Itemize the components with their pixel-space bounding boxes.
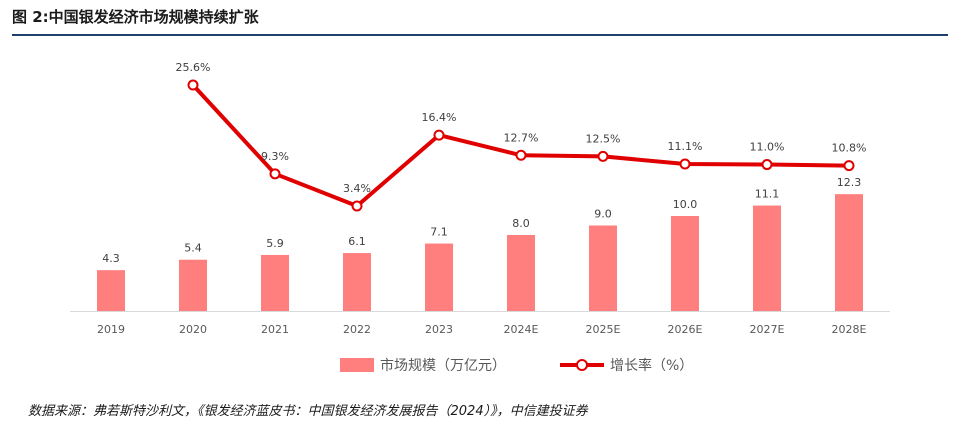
bar-label-2023: 7.1: [430, 226, 448, 239]
legend-label-growth-rate: 增长率（%）: [610, 355, 693, 375]
x-tick-2026E: 2026E: [668, 323, 703, 336]
chart-area: 4.3 2019 5.4 2020 5.9 2021 6.1 2022 7.1 2023 8.0 20…: [0, 0, 960, 350]
x-tick-2022: 2022: [343, 323, 371, 336]
growth-label-2022: 3.4%: [343, 182, 371, 195]
growth-label-2025E: 12.5%: [586, 132, 621, 145]
growth-label-2027E: 11.0%: [750, 141, 785, 154]
data-source-note: 数据来源：弗若斯特沙利文，《银发经济蓝皮书：中国银发经济发展报告（2024）》，…: [28, 400, 588, 419]
x-tick-2020: 2020: [179, 323, 207, 336]
growth-label-2020: 25.6%: [176, 61, 211, 74]
growth-point-2027E: [763, 160, 772, 169]
bar-label-2022: 6.1: [348, 235, 366, 248]
growth-label-2028E: 10.8%: [832, 142, 867, 155]
bar-label-2026E: 10.0: [673, 198, 698, 211]
bar-label-2027E: 11.1: [755, 188, 780, 201]
growth-label-2024E: 12.7%: [504, 131, 539, 144]
bar-2019: [97, 270, 125, 311]
bar-label-2028E: 12.3: [837, 176, 862, 189]
legend-item-growth-rate: 增长率（%）: [560, 355, 693, 375]
x-tick-2027E: 2027E: [750, 323, 785, 336]
x-tick-2025E: 2025E: [586, 323, 621, 336]
growth-point-2021: [271, 169, 280, 178]
legend-item-market-size: 市场规模（万亿元）: [340, 355, 506, 375]
bar-label-2025E: 9.0: [594, 208, 612, 221]
legend-bar-swatch: [340, 358, 374, 372]
bar-2020: [179, 260, 207, 311]
bar-2027E: [753, 206, 781, 311]
growth-point-2025E: [599, 152, 608, 161]
bar-2024E: [507, 235, 535, 311]
x-tick-2019: 2019: [97, 323, 125, 336]
bar-2028E: [835, 194, 863, 311]
bar-2022: [343, 253, 371, 311]
chart-legend: 市场规模（万亿元） 增长率（%）: [0, 355, 960, 379]
bar-label-2021: 5.9: [266, 237, 284, 250]
x-tick-2028E: 2028E: [832, 323, 867, 336]
growth-point-2028E: [845, 161, 854, 170]
bar-label-2020: 5.4: [184, 242, 202, 255]
growth-label-2021: 9.3%: [261, 150, 289, 163]
growth-point-2026E: [681, 160, 690, 169]
bar-label-2019: 4.3: [102, 252, 120, 265]
bar-2023: [425, 244, 453, 311]
bar-2021: [261, 255, 289, 311]
growth-label-2026E: 11.1%: [668, 140, 703, 153]
growth-point-2022: [353, 201, 362, 210]
x-tick-2023: 2023: [425, 323, 453, 336]
growth-point-2023: [435, 131, 444, 140]
legend-label-market-size: 市场规模（万亿元）: [380, 355, 506, 375]
growth-label-2023: 16.4%: [422, 111, 457, 124]
legend-line-swatch: [560, 358, 604, 372]
x-tick-2024E: 2024E: [504, 323, 539, 336]
bar-2026E: [671, 216, 699, 311]
growth-point-2020: [189, 80, 198, 89]
bar-label-2024E: 8.0: [512, 217, 530, 230]
bar-2025E: [589, 226, 617, 312]
x-tick-2021: 2021: [261, 323, 289, 336]
growth-point-2024E: [517, 151, 526, 160]
